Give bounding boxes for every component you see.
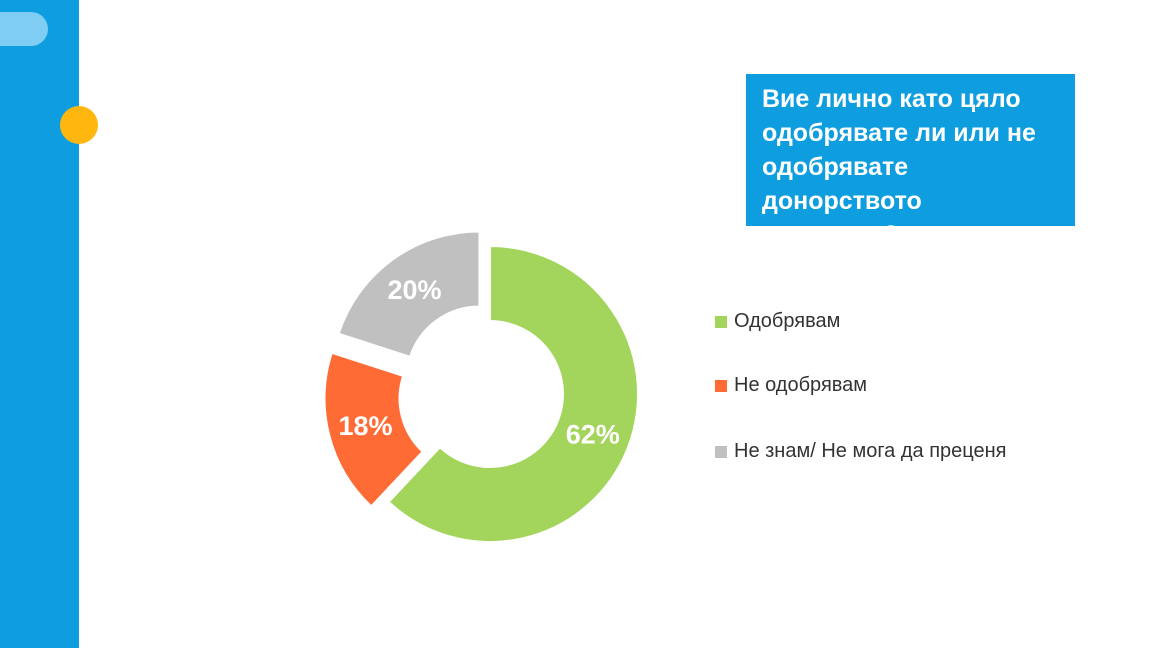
donut-slice-dont-know <box>337 230 481 359</box>
legend-swatch-dont-know <box>715 445 727 458</box>
side-accent-bar <box>0 0 79 648</box>
slice-label-dont-know: 20% <box>387 275 441 305</box>
donut-slice-approve <box>387 244 639 543</box>
side-dot-decoration <box>60 106 98 144</box>
donut-slice-disapprove <box>323 351 425 508</box>
question-line-1: Вие лично като цяло <box>762 85 1021 113</box>
legend-item-dont-know: Не знам/ Не мога да преценя <box>715 440 1007 463</box>
legend-label-disapprove: Не одобрявам <box>734 374 868 396</box>
legend-label-approve: Одобрявам <box>734 310 841 332</box>
question-line-4: на органи? <box>762 221 899 249</box>
legend-item-approve: Одобрявам <box>715 310 840 333</box>
legend-swatch-approve <box>715 315 727 328</box>
side-pill-decoration <box>0 12 48 46</box>
legend-label-dont-know: Не знам/ Не мога да преценя <box>734 440 1007 462</box>
slice-label-disapprove: 18% <box>339 411 393 441</box>
slice-label-approve: 62% <box>566 420 620 450</box>
question-line-2: одобрявате ли или не <box>762 119 1036 147</box>
question-title: Вие лично като цяло одобрявате ли или не… <box>762 82 1061 252</box>
question-line-3: одобрявате донорството <box>762 153 922 215</box>
question-box: Вие лично като цяло одобрявате ли или не… <box>746 74 1075 249</box>
legend-swatch-disapprove <box>715 379 727 392</box>
legend-item-disapprove: Не одобрявам <box>715 374 867 397</box>
